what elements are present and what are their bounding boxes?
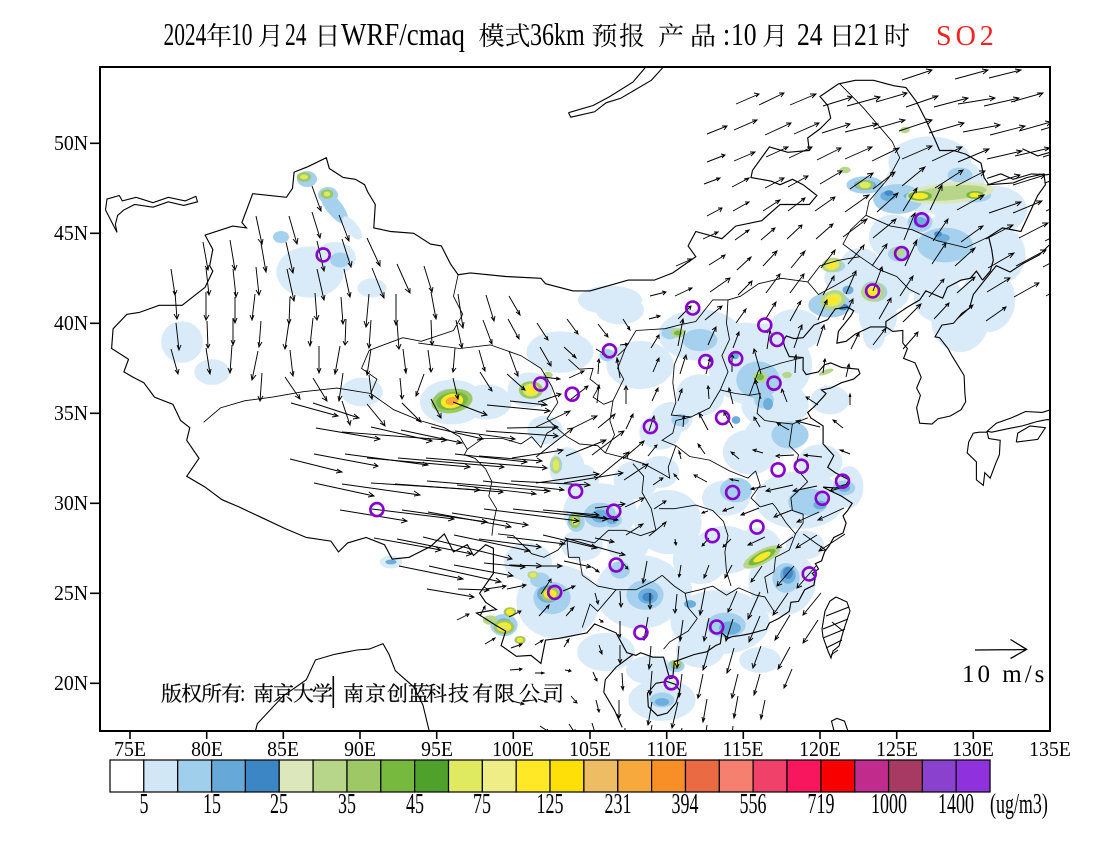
svg-text:1400: 1400: [938, 789, 974, 820]
svg-text:40N: 40N: [54, 312, 88, 335]
svg-text:556: 556: [740, 789, 767, 820]
svg-text:1000: 1000: [871, 789, 907, 820]
svg-text:75E: 75E: [114, 738, 146, 761]
svg-text:80E: 80E: [191, 738, 223, 761]
svg-text:21: 21: [854, 17, 880, 52]
svg-text:100E: 100E: [492, 738, 534, 761]
svg-text:90E: 90E: [344, 738, 376, 761]
svg-text:135E: 135E: [1029, 738, 1071, 761]
svg-text:35N: 35N: [54, 402, 88, 425]
svg-text:110E: 110E: [647, 738, 688, 761]
svg-text:105E: 105E: [569, 738, 611, 761]
svg-text:231: 231: [605, 789, 632, 820]
svg-text:10 m/s: 10 m/s: [962, 661, 1047, 688]
svg-text:WRF/cmaq: WRF/cmaq: [341, 18, 465, 53]
svg-text::: :: [723, 17, 730, 52]
svg-text:50N: 50N: [54, 132, 88, 155]
svg-text:45: 45: [406, 789, 424, 820]
svg-text:85E: 85E: [267, 738, 299, 761]
svg-text:45N: 45N: [54, 222, 88, 245]
svg-text:25: 25: [270, 789, 288, 820]
svg-text:20N: 20N: [54, 672, 88, 695]
svg-text:125: 125: [537, 789, 564, 820]
svg-text:130E: 130E: [952, 738, 994, 761]
svg-text:75: 75: [473, 789, 491, 820]
svg-text::: :: [240, 680, 245, 707]
svg-text:2024: 2024: [164, 17, 207, 52]
svg-text:24: 24: [797, 17, 823, 52]
svg-text:25N: 25N: [54, 582, 88, 605]
svg-text:36km: 36km: [530, 18, 585, 53]
svg-text:10: 10: [731, 17, 757, 52]
svg-text:120E: 120E: [799, 738, 841, 761]
svg-text:394: 394: [672, 789, 699, 820]
svg-text:(ug/m3): (ug/m3): [990, 789, 1048, 820]
svg-text:15: 15: [203, 789, 221, 820]
svg-text:719: 719: [808, 789, 835, 820]
svg-text:SO2: SO2: [936, 21, 998, 52]
svg-text:5: 5: [140, 789, 149, 820]
svg-text:115E: 115E: [723, 738, 764, 761]
svg-text:125E: 125E: [876, 738, 918, 761]
svg-text:95E: 95E: [421, 738, 453, 761]
svg-text:10: 10: [231, 17, 252, 52]
svg-text:24: 24: [285, 17, 307, 52]
svg-text:35: 35: [338, 789, 356, 820]
svg-text:30N: 30N: [54, 492, 88, 515]
